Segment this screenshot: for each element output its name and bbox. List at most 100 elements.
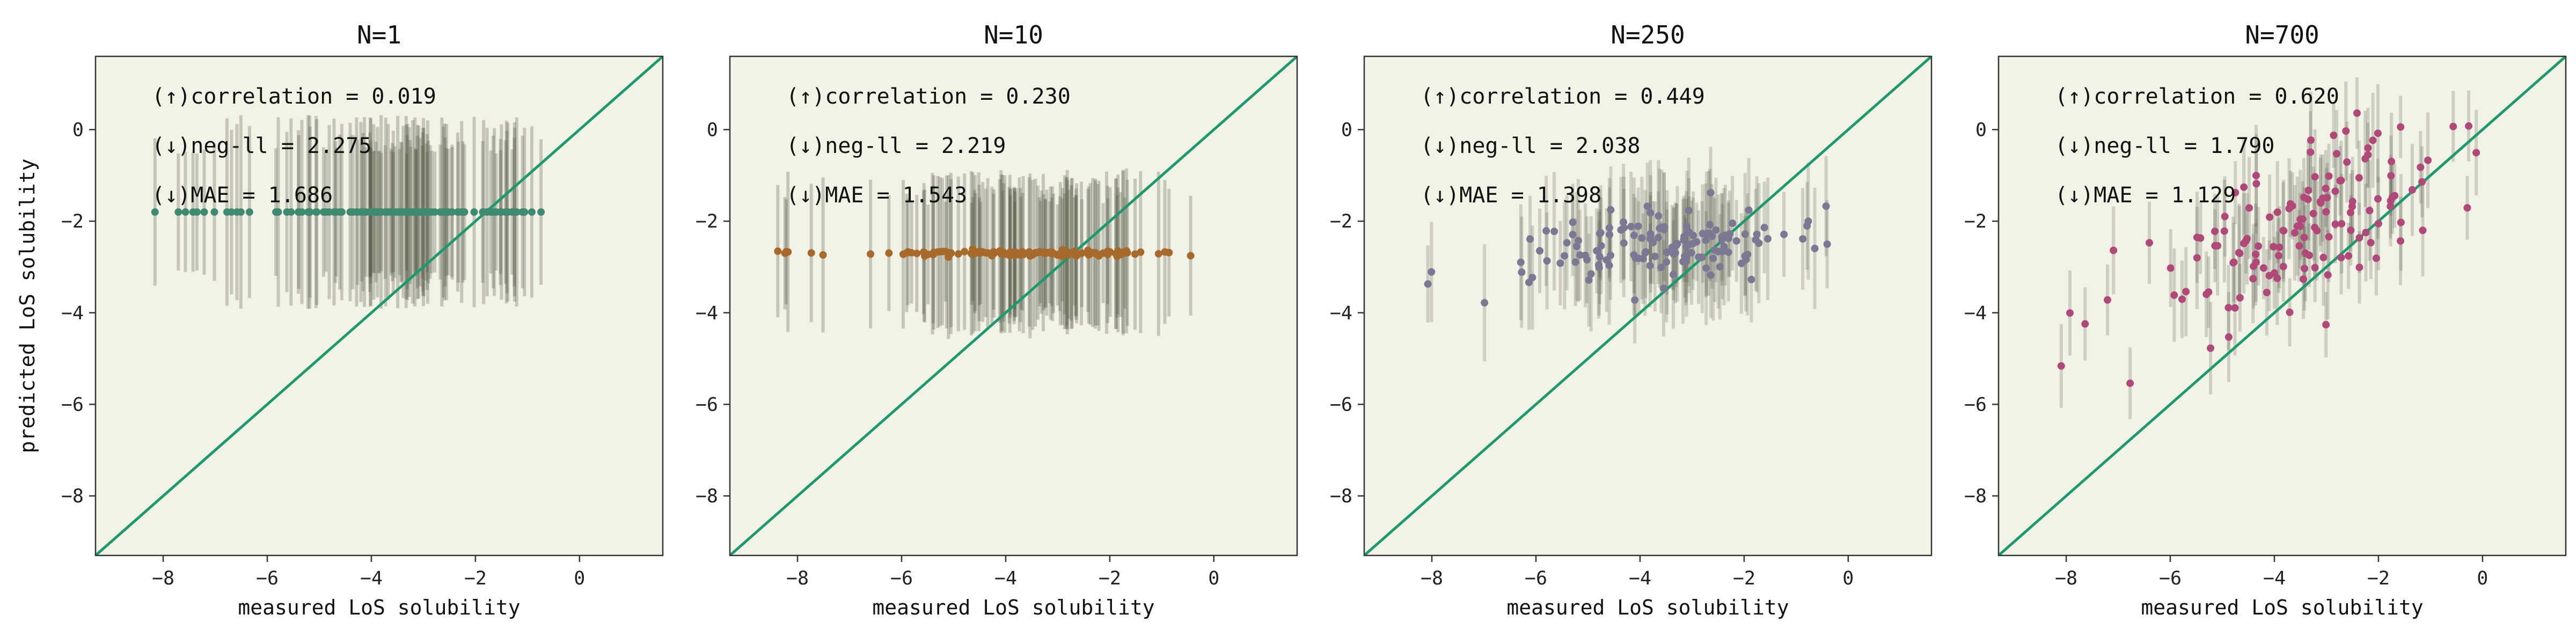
data-point xyxy=(2205,288,2213,296)
data-point xyxy=(1048,248,1056,256)
data-point xyxy=(2342,127,2350,135)
data-point xyxy=(2369,136,2377,144)
data-point xyxy=(1563,239,1571,247)
data-point xyxy=(2424,156,2432,164)
data-point xyxy=(2319,194,2327,202)
data-point xyxy=(2372,254,2380,262)
plot-area xyxy=(1364,56,1931,555)
data-point xyxy=(1659,284,1667,292)
data-point xyxy=(2319,253,2328,261)
data-point xyxy=(1643,202,1651,210)
data-point xyxy=(1822,202,1830,210)
data-point xyxy=(1716,263,1724,271)
data-point xyxy=(2387,197,2395,205)
data-point xyxy=(2236,294,2244,302)
identity-line xyxy=(1364,56,1931,555)
data-point xyxy=(2305,251,2313,259)
x-tick-label: −4 xyxy=(1629,568,1651,589)
data-point xyxy=(2207,344,2215,352)
data-point xyxy=(867,250,875,258)
data-point xyxy=(947,249,955,257)
x-axis-label: measured LoS solubility xyxy=(872,596,1154,619)
x-axis-label: measured LoS solubility xyxy=(238,596,520,619)
data-point xyxy=(503,208,511,216)
y-tick-label: 0 xyxy=(707,120,718,141)
data-point xyxy=(2337,177,2345,185)
data-point xyxy=(2245,204,2253,212)
plot-frame xyxy=(94,55,664,557)
data-point xyxy=(2366,207,2374,215)
data-point xyxy=(2347,226,2355,235)
data-point xyxy=(2240,183,2248,191)
data-point xyxy=(2229,259,2237,267)
x-tick-label: 0 xyxy=(574,568,585,589)
data-point xyxy=(1718,233,1726,241)
data-point xyxy=(306,208,314,216)
x-tick-label: −4 xyxy=(360,568,383,589)
data-point xyxy=(1606,231,1614,239)
data-point xyxy=(1481,299,1489,307)
plot-area xyxy=(730,56,1297,555)
data-point xyxy=(2307,148,2315,156)
data-point xyxy=(903,249,911,257)
data-point xyxy=(1702,264,1710,272)
x-tick-label: −2 xyxy=(1733,568,1755,589)
data-point xyxy=(1707,189,1715,197)
plot-frame xyxy=(1997,55,2567,557)
metric-annotation: (↓)neg-ll = 1.790 xyxy=(2055,134,2274,158)
data-point xyxy=(1106,248,1114,256)
data-point xyxy=(1646,209,1655,217)
metric-annotation: (↑)correlation = 0.019 xyxy=(152,84,436,109)
data-point xyxy=(2236,250,2244,258)
data-point xyxy=(2221,213,2229,221)
x-tick-label: 0 xyxy=(1842,568,1854,589)
data-point xyxy=(961,247,969,255)
y-tick-label: −2 xyxy=(1964,211,1987,232)
data-point xyxy=(2242,237,2250,245)
data-point xyxy=(2418,178,2426,186)
data-point xyxy=(2343,158,2351,166)
data-point xyxy=(1017,249,1025,257)
data-point xyxy=(1670,245,1678,253)
data-point xyxy=(402,208,410,216)
y-tick-label: −8 xyxy=(1330,486,1352,507)
data-point xyxy=(1811,245,1819,253)
data-point xyxy=(1526,235,1534,243)
plot-frame xyxy=(729,55,1298,557)
data-point xyxy=(2280,227,2288,235)
data-point xyxy=(2299,215,2307,223)
data-point xyxy=(1655,212,1663,220)
data-point xyxy=(2396,237,2404,245)
data-point xyxy=(1780,230,1788,238)
data-point xyxy=(1630,251,1638,259)
data-point xyxy=(2288,202,2296,210)
data-point xyxy=(1517,258,1525,266)
data-point xyxy=(1670,270,1678,279)
data-point xyxy=(2322,321,2330,329)
data-point xyxy=(413,208,421,216)
data-point xyxy=(2346,209,2354,217)
data-point xyxy=(2361,155,2369,163)
data-point xyxy=(2311,264,2319,272)
y-tick-label: −4 xyxy=(696,303,718,324)
data-point xyxy=(2104,296,2112,304)
y-tick-label: −6 xyxy=(1964,394,1987,415)
data-point xyxy=(394,208,402,216)
data-point xyxy=(2325,233,2333,241)
data-point xyxy=(1663,248,1671,256)
x-tick-label: −4 xyxy=(2263,568,2286,589)
data-point xyxy=(1709,254,1717,262)
data-point xyxy=(2110,246,2118,254)
data-point xyxy=(479,208,487,216)
data-point xyxy=(2081,320,2089,328)
data-point xyxy=(295,208,303,216)
data-point xyxy=(1724,248,1732,256)
data-point xyxy=(470,208,478,216)
data-point xyxy=(2353,109,2361,117)
data-point xyxy=(2259,264,2267,272)
data-point xyxy=(1627,223,1635,231)
data-point xyxy=(1741,252,1749,260)
data-point xyxy=(2387,172,2395,180)
data-point xyxy=(2231,304,2239,312)
